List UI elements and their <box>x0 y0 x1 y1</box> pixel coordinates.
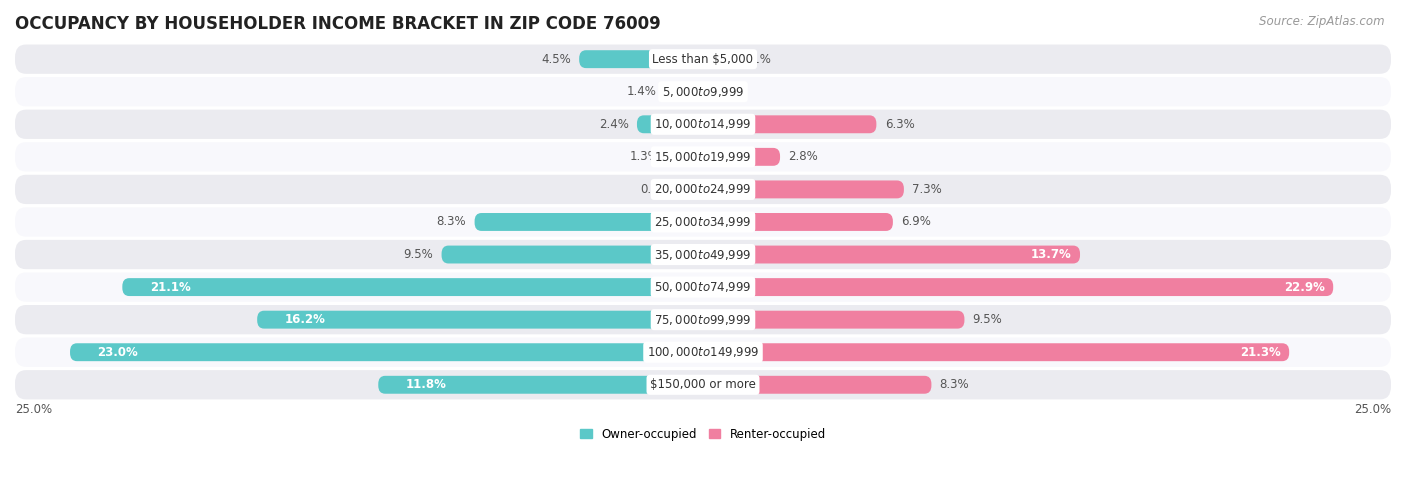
Text: $75,000 to $99,999: $75,000 to $99,999 <box>654 313 752 327</box>
Text: 6.9%: 6.9% <box>901 215 931 228</box>
FancyBboxPatch shape <box>637 115 703 133</box>
Text: 7.3%: 7.3% <box>912 183 942 196</box>
Text: $35,000 to $49,999: $35,000 to $49,999 <box>654 247 752 262</box>
FancyBboxPatch shape <box>378 376 703 393</box>
FancyBboxPatch shape <box>15 142 1391 171</box>
Text: 1.1%: 1.1% <box>741 53 772 66</box>
Text: 9.5%: 9.5% <box>404 248 433 261</box>
Text: 6.3%: 6.3% <box>884 118 914 131</box>
Text: 0.61%: 0.61% <box>641 183 678 196</box>
FancyBboxPatch shape <box>122 278 703 296</box>
FancyBboxPatch shape <box>703 50 734 68</box>
Text: 25.0%: 25.0% <box>15 403 52 416</box>
Text: OCCUPANCY BY HOUSEHOLDER INCOME BRACKET IN ZIP CODE 76009: OCCUPANCY BY HOUSEHOLDER INCOME BRACKET … <box>15 15 661 33</box>
FancyBboxPatch shape <box>703 245 1080 263</box>
FancyBboxPatch shape <box>15 175 1391 204</box>
FancyBboxPatch shape <box>668 148 703 166</box>
Text: 8.3%: 8.3% <box>939 378 969 391</box>
Text: $150,000 or more: $150,000 or more <box>650 378 756 391</box>
FancyBboxPatch shape <box>15 370 1391 399</box>
FancyBboxPatch shape <box>703 311 965 329</box>
FancyBboxPatch shape <box>703 181 904 198</box>
Text: $10,000 to $14,999: $10,000 to $14,999 <box>654 117 752 131</box>
Text: 2.4%: 2.4% <box>599 118 628 131</box>
FancyBboxPatch shape <box>257 311 703 329</box>
Text: 1.4%: 1.4% <box>626 85 657 98</box>
Legend: Owner-occupied, Renter-occupied: Owner-occupied, Renter-occupied <box>575 423 831 445</box>
Text: 1.3%: 1.3% <box>630 150 659 163</box>
FancyBboxPatch shape <box>703 213 893 231</box>
Text: 2.8%: 2.8% <box>789 150 818 163</box>
FancyBboxPatch shape <box>703 148 780 166</box>
Text: $20,000 to $24,999: $20,000 to $24,999 <box>654 183 752 196</box>
FancyBboxPatch shape <box>15 272 1391 302</box>
FancyBboxPatch shape <box>703 115 876 133</box>
Text: Source: ZipAtlas.com: Source: ZipAtlas.com <box>1260 15 1385 28</box>
Text: 23.0%: 23.0% <box>97 346 138 359</box>
Text: $15,000 to $19,999: $15,000 to $19,999 <box>654 150 752 164</box>
FancyBboxPatch shape <box>579 50 703 68</box>
FancyBboxPatch shape <box>665 83 703 101</box>
FancyBboxPatch shape <box>703 278 1333 296</box>
Text: 16.2%: 16.2% <box>284 313 326 326</box>
Text: 25.0%: 25.0% <box>1354 403 1391 416</box>
FancyBboxPatch shape <box>475 213 703 231</box>
FancyBboxPatch shape <box>70 343 703 361</box>
FancyBboxPatch shape <box>15 240 1391 269</box>
Text: Less than $5,000: Less than $5,000 <box>652 53 754 66</box>
FancyBboxPatch shape <box>15 305 1391 334</box>
Text: 22.9%: 22.9% <box>1284 281 1324 294</box>
Text: 21.3%: 21.3% <box>1240 346 1281 359</box>
Text: 11.8%: 11.8% <box>406 378 447 391</box>
FancyBboxPatch shape <box>15 207 1391 237</box>
Text: 8.3%: 8.3% <box>437 215 467 228</box>
FancyBboxPatch shape <box>703 376 931 393</box>
Text: $25,000 to $34,999: $25,000 to $34,999 <box>654 215 752 229</box>
FancyBboxPatch shape <box>15 77 1391 106</box>
Text: 0.0%: 0.0% <box>711 85 741 98</box>
FancyBboxPatch shape <box>15 337 1391 367</box>
Text: $50,000 to $74,999: $50,000 to $74,999 <box>654 280 752 294</box>
Text: $5,000 to $9,999: $5,000 to $9,999 <box>662 85 744 99</box>
Text: 21.1%: 21.1% <box>150 281 191 294</box>
FancyBboxPatch shape <box>686 181 703 198</box>
Text: $100,000 to $149,999: $100,000 to $149,999 <box>647 345 759 359</box>
FancyBboxPatch shape <box>703 343 1289 361</box>
Text: 13.7%: 13.7% <box>1031 248 1071 261</box>
Text: 4.5%: 4.5% <box>541 53 571 66</box>
FancyBboxPatch shape <box>15 44 1391 74</box>
FancyBboxPatch shape <box>441 245 703 263</box>
Text: 9.5%: 9.5% <box>973 313 1002 326</box>
FancyBboxPatch shape <box>15 110 1391 139</box>
